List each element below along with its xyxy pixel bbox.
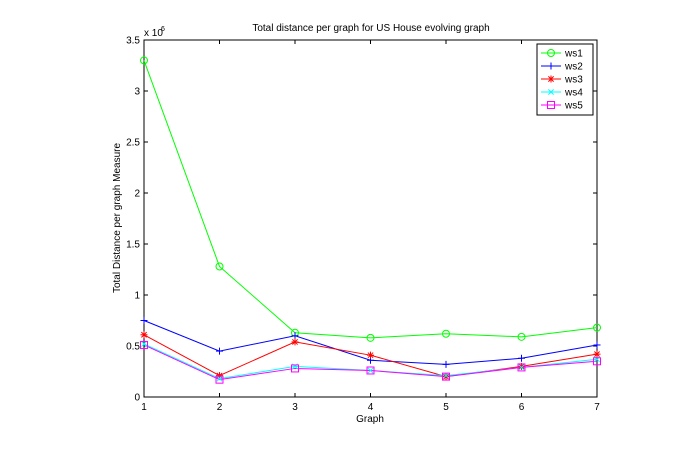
legend-marker	[547, 75, 555, 83]
data-point-ws5	[140, 340, 148, 349]
data-point-ws5	[215, 375, 224, 384]
data-point-ws2	[140, 317, 148, 324]
y-tick-label: 2.5	[126, 138, 140, 149]
data-point-ws2	[216, 347, 223, 355]
y-tick-label: 1.5	[126, 240, 140, 251]
plot-area	[143, 39, 598, 398]
data-point-ws1	[215, 262, 224, 271]
data-point-ws1	[442, 329, 450, 338]
data-point-ws2	[593, 341, 601, 349]
data-point-ws4	[141, 340, 147, 347]
data-point-ws5	[291, 364, 299, 373]
x-tick-label: 1	[141, 402, 147, 413]
data-point-ws5	[366, 366, 375, 375]
x-tick-label: 3	[292, 402, 298, 413]
x-tick-label: 6	[519, 402, 525, 413]
x-tick-label: 2	[217, 402, 223, 413]
x-tick-label: 7	[594, 402, 600, 413]
legend-item-ws1: ws1	[541, 49, 583, 60]
y-tick-label: 2	[134, 189, 140, 200]
legend-item-ws4: ws4	[541, 88, 583, 99]
y-tick-label: 1	[134, 291, 140, 302]
data-point-ws2	[518, 354, 525, 362]
legend-label: ws3	[564, 75, 583, 86]
legend-label: ws4	[564, 88, 583, 99]
chart-title: Total distance per graph for US House ev…	[252, 23, 489, 34]
data-point-ws5	[442, 372, 450, 381]
data-point-ws4	[518, 364, 525, 371]
data-point-ws1	[140, 56, 148, 65]
data-point-ws2	[291, 332, 299, 340]
data-point-ws1	[593, 323, 601, 332]
x-axis-title: Graph	[356, 414, 384, 425]
legend-label: ws1	[564, 49, 583, 60]
data-point-ws1	[366, 333, 375, 342]
data-point-ws2	[442, 360, 450, 368]
y-tick-label: 3.5	[126, 36, 140, 47]
data-point-ws3	[442, 373, 450, 381]
legend-marker	[548, 89, 554, 95]
axis-ticks: 1 2 3 4 5 6 7 0 0.5 1 1.5 2 2.5 3 3.5	[126, 36, 600, 414]
legend-item-ws2: ws2	[541, 62, 583, 73]
y-axis-title: Total Distance per graph Measure	[112, 143, 123, 294]
x-tick-label: 4	[368, 402, 374, 413]
data-point-ws5	[517, 363, 526, 372]
legend-label: ws2	[564, 62, 583, 73]
y-axis-exponent: x 10 6	[144, 26, 165, 39]
data-point-ws3	[367, 351, 374, 359]
legend-item-ws3: ws3	[541, 75, 583, 86]
data-point-ws4	[367, 367, 374, 374]
data-point-ws5	[593, 357, 601, 366]
legend-item-ws5: ws5	[541, 101, 583, 112]
series-markers	[140, 56, 601, 384]
data-point-ws3	[291, 338, 299, 346]
series-line-ws1	[143, 60, 598, 339]
data-point-ws3	[593, 350, 601, 358]
y-exponent-base: x 10	[144, 28, 163, 39]
legend-label: ws5	[564, 101, 583, 112]
legend-marker	[547, 62, 555, 70]
legend: ws1 ws2 ws3 ws4 ws5	[536, 43, 594, 116]
data-point-ws1	[517, 332, 526, 341]
data-point-ws4	[443, 372, 449, 379]
y-tick-label: 3	[134, 87, 140, 98]
legend-marker	[547, 49, 555, 57]
x-tick-label: 5	[443, 402, 449, 413]
y-tick-label: 0.5	[126, 342, 140, 353]
legend-marker	[547, 101, 555, 109]
data-point-ws3	[140, 331, 148, 339]
y-exponent-power: 6	[161, 26, 165, 33]
data-point-ws4	[216, 375, 223, 382]
y-tick-label: 0	[134, 393, 140, 404]
